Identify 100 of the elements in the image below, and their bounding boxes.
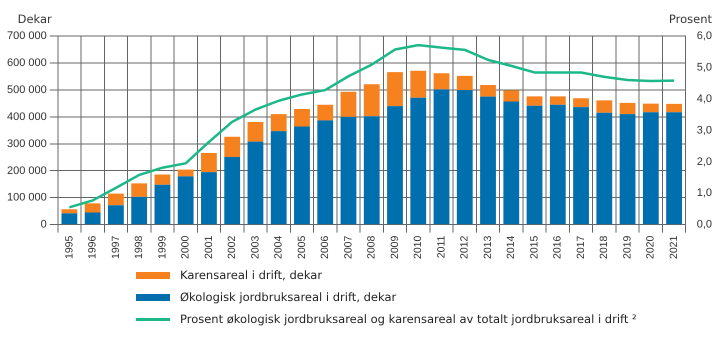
bar [620, 102, 636, 114]
y2-tick-label: 3,0 [696, 124, 712, 136]
x-tick-label: 2015 [528, 235, 540, 259]
y-tick-label: 0 [40, 218, 47, 231]
x-tick-label: 2006 [319, 235, 332, 259]
y2-tick-label: 0,0 [696, 218, 712, 231]
bar [620, 114, 636, 224]
bar [526, 106, 542, 224]
bar [503, 90, 520, 102]
bar [340, 92, 356, 117]
bar [456, 76, 473, 90]
x-tick-label: 2016 [552, 235, 564, 259]
x-tick-label: 1998 [133, 235, 146, 259]
y2-tick-label: 4,0 [696, 92, 712, 105]
x-tick-label: 2012 [458, 235, 471, 259]
y-tick-label: 100 000 [6, 192, 47, 204]
bar [61, 209, 78, 214]
x-tick-label: 2008 [366, 235, 378, 259]
x-tick-label: 1996 [86, 235, 99, 259]
bar [550, 96, 566, 105]
x-tick-label: 2009 [388, 235, 401, 259]
bar [317, 120, 334, 224]
bar [270, 131, 287, 224]
legend-label: Økologisk jordbruksareal i drift, dekar [180, 290, 396, 304]
bar [131, 183, 148, 197]
y-tick-label: 700 000 [6, 30, 47, 42]
legend-label: Karensareal i drift, dekar [180, 268, 322, 282]
bar [526, 96, 542, 106]
bar [248, 122, 264, 142]
bar [178, 176, 194, 224]
bar [294, 109, 310, 127]
x-tick-label: 1995 [63, 235, 76, 259]
x-tick-label: 2003 [249, 235, 262, 259]
legend-label: Prosent økologisk jordbruksareal og karensareal av totalt jordbruksareal i drift ² [180, 312, 637, 326]
bar [154, 184, 170, 224]
x-tick-label: 2018 [598, 235, 610, 259]
bar [387, 106, 403, 224]
bar [642, 112, 659, 224]
bar [550, 104, 566, 224]
bar [456, 90, 473, 224]
x-tick-label: 2004 [272, 235, 285, 259]
y2-tick-label: 6,0 [696, 30, 712, 42]
bar [201, 152, 217, 172]
x-tick-label: 2014 [505, 235, 518, 259]
bar [131, 196, 148, 224]
bar [573, 107, 589, 224]
x-tick-label: 2005 [296, 235, 308, 259]
bar [224, 157, 240, 224]
bar [61, 213, 78, 224]
bar [270, 114, 287, 132]
x-tick-label: 2017 [574, 235, 587, 259]
x-tick-label: 1999 [156, 235, 168, 259]
x-tick-label: 2021 [668, 235, 680, 259]
y-tick-label: 500 000 [6, 84, 47, 96]
bar [410, 98, 426, 224]
bar [84, 212, 101, 224]
bar [434, 89, 450, 224]
bar [480, 85, 496, 97]
bar [108, 205, 124, 224]
y-tick-label: 400 000 [6, 110, 47, 123]
y2-axis-title: Prosent [668, 12, 712, 26]
bar [84, 203, 101, 213]
y2-tick-label: 2,0 [696, 156, 712, 168]
bar [364, 84, 380, 116]
y-tick-label: 300 000 [6, 138, 47, 150]
bar [666, 104, 682, 112]
bar [317, 104, 334, 120]
x-tick-label: 2020 [644, 235, 657, 259]
bar [108, 194, 124, 206]
y-axis-title: Dekar [18, 12, 52, 26]
y-tick-label: 600 000 [6, 56, 47, 69]
x-tick-label: 2000 [180, 235, 192, 259]
bar [178, 170, 194, 176]
y2-tick-label: 5,0 [696, 61, 712, 74]
bar [503, 101, 520, 224]
bar [387, 72, 403, 106]
y-tick-label: 200 000 [6, 164, 47, 177]
x-tick-label: 2010 [412, 235, 424, 259]
bar [596, 112, 612, 224]
bar [248, 142, 264, 224]
x-tick-label: 2019 [621, 235, 634, 259]
bar [294, 126, 310, 224]
bar [224, 136, 240, 157]
x-tick-label: 2002 [226, 235, 238, 259]
x-tick-label: 2011 [435, 235, 448, 258]
x-tick-label: 1997 [110, 235, 122, 259]
bar [410, 70, 426, 98]
bar [642, 104, 659, 112]
bar [340, 116, 356, 224]
bar [201, 172, 217, 224]
bar [154, 174, 170, 185]
bar [573, 98, 589, 108]
bar [364, 116, 380, 224]
x-tick-label: 2001 [202, 235, 215, 259]
x-tick-label: 2013 [482, 235, 494, 259]
bar [666, 112, 682, 224]
bar [480, 96, 496, 224]
x-tick-label: 2007 [342, 235, 354, 259]
bar [596, 100, 612, 113]
y2-tick-label: 1,0 [696, 187, 712, 200]
